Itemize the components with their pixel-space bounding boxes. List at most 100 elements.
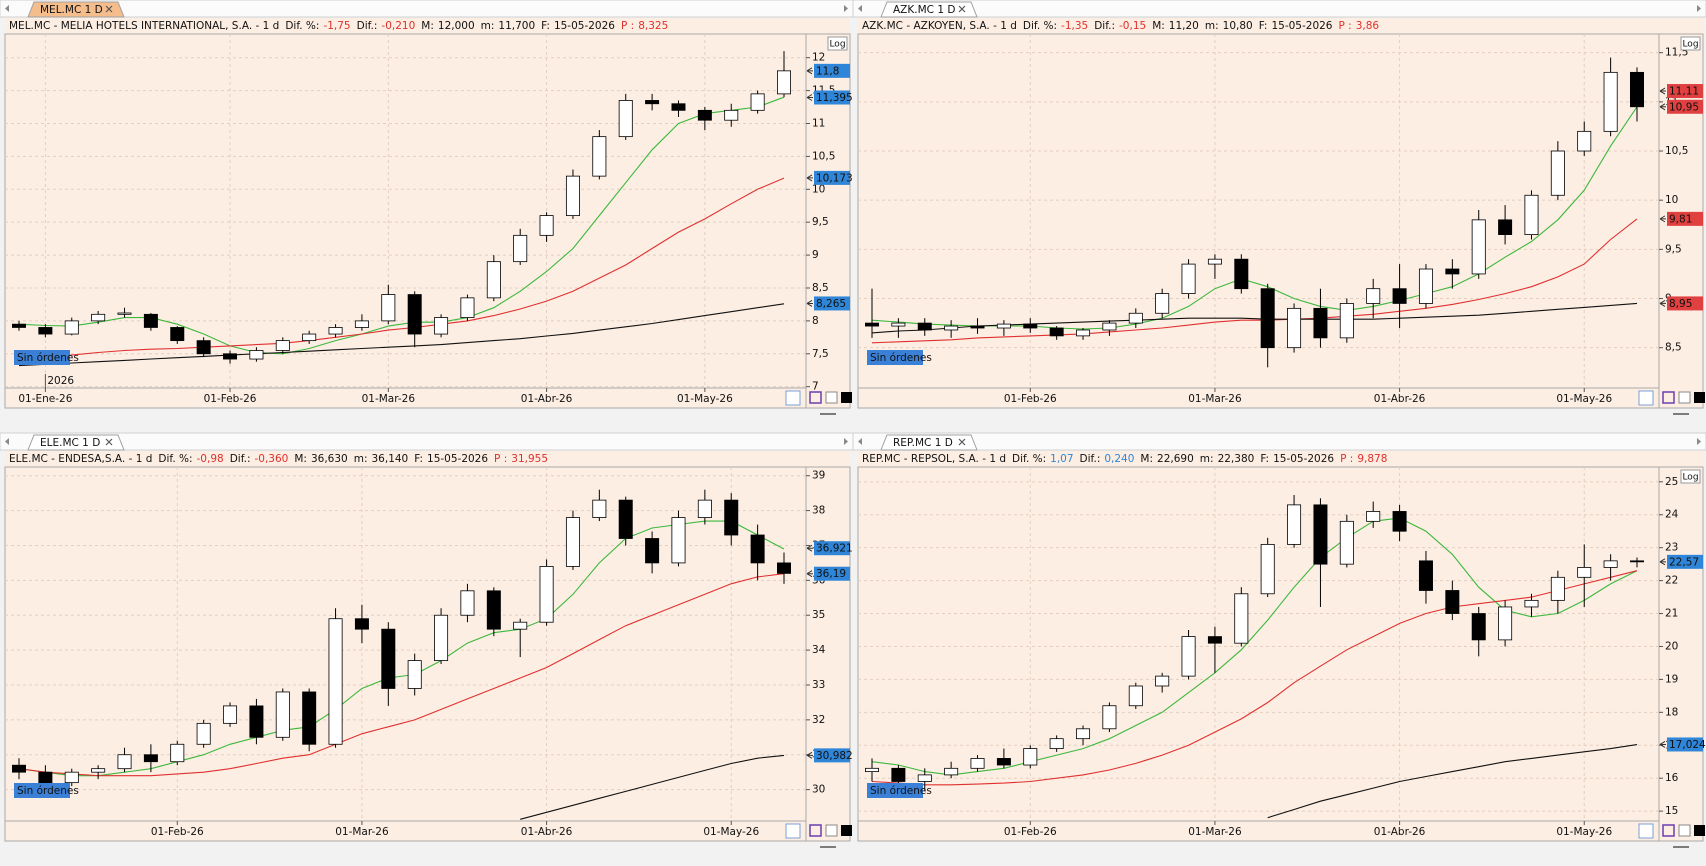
candle-body — [1076, 329, 1091, 337]
field-value: 22,380 — [1218, 453, 1255, 465]
instrument-name: ELE.MC - ENDESA,S.A. - 1 d — [9, 453, 152, 465]
candle-body — [1550, 576, 1565, 601]
orders-badge[interactable] — [867, 350, 923, 365]
tab-scroll-left[interactable] — [5, 5, 9, 12]
field-label: Dif.: — [1080, 453, 1101, 465]
y-tick-label: 32 — [812, 714, 825, 726]
orders-badge-label: Sin órdenes — [870, 352, 932, 364]
moving-average — [1267, 744, 1638, 819]
field-value: 36,630 — [311, 453, 348, 465]
tab-scroll-right[interactable] — [1697, 438, 1701, 445]
candle-body — [865, 767, 879, 773]
candle-body — [1287, 504, 1302, 545]
tab[interactable] — [880, 1, 978, 18]
orders-badge[interactable] — [14, 350, 70, 365]
tool-save[interactable] — [809, 824, 822, 837]
tab-scroll-left[interactable] — [858, 438, 862, 445]
tool-save[interactable] — [1662, 824, 1675, 837]
field-label: m: — [1200, 453, 1214, 465]
tab-close[interactable] — [958, 438, 966, 446]
price-tag-arrow — [1659, 103, 1666, 111]
tab-scroll-left[interactable] — [5, 438, 9, 445]
candle-body — [64, 320, 79, 335]
tab[interactable] — [880, 434, 978, 451]
tool-save[interactable] — [809, 391, 822, 404]
tool-pin[interactable] — [825, 391, 838, 404]
plot-area — [857, 466, 1660, 822]
log-toggle[interactable] — [1680, 469, 1701, 484]
tab-scroll-left[interactable] — [858, 5, 862, 12]
candle-body — [1023, 323, 1038, 329]
candle-body — [1207, 258, 1222, 265]
y-tick-label: 16 — [1665, 772, 1679, 784]
tool-color[interactable] — [841, 825, 852, 836]
price-tag — [814, 748, 850, 763]
tab-close[interactable] — [958, 5, 966, 13]
candle-body — [750, 534, 765, 564]
tool-pin[interactable] — [1678, 824, 1691, 837]
tool-wave[interactable] — [785, 823, 801, 839]
tool-color[interactable] — [1694, 825, 1705, 836]
tool-color[interactable] — [1694, 392, 1705, 403]
candle-body — [618, 499, 633, 539]
tool-wave[interactable] — [1638, 823, 1654, 839]
y-tick-label: 33 — [812, 679, 825, 691]
tab-scroll-right[interactable] — [844, 5, 848, 12]
price-axis — [1658, 466, 1704, 842]
candle-body — [565, 175, 580, 217]
orders-badge[interactable] — [867, 783, 923, 798]
candle-body — [513, 234, 528, 263]
log-toggle[interactable] — [1680, 36, 1701, 51]
plot-area — [4, 33, 807, 389]
y-tick-label: 10,5 — [812, 150, 835, 162]
x-tick-label: 01-May-26 — [677, 393, 733, 405]
candle-body — [697, 499, 712, 518]
candle-body — [917, 322, 932, 331]
candle-body — [1023, 748, 1038, 766]
x-tick-label: 01-Ene-26 — [18, 393, 72, 405]
tab[interactable] — [27, 434, 125, 451]
tool-color[interactable] — [841, 392, 852, 403]
candle-body — [1392, 511, 1407, 532]
tab-close[interactable] — [105, 438, 113, 446]
chart-header: MEL.MC - MELIA HOTELS INTERNATIONAL, S.A… — [9, 20, 668, 32]
candle-body — [1630, 71, 1644, 108]
candle-body — [1287, 307, 1302, 349]
tool-wave[interactable] — [785, 390, 801, 406]
price-axis — [805, 466, 851, 842]
plot-area — [857, 33, 1660, 389]
tool-pin[interactable] — [825, 824, 838, 837]
tab-strip — [852, 432, 1706, 451]
tab-scroll-right[interactable] — [844, 438, 848, 445]
candle-body — [970, 325, 985, 329]
log-toggle[interactable] — [827, 36, 848, 51]
candle-body — [1076, 728, 1091, 740]
tab[interactable] — [27, 1, 125, 18]
header-bar — [858, 451, 1703, 467]
orders-badge[interactable] — [14, 783, 70, 798]
tool-wave[interactable] — [1638, 390, 1654, 406]
tool-pin[interactable] — [1678, 391, 1691, 404]
field-value: 15-05-2026 — [554, 20, 615, 32]
tab-scroll-right[interactable] — [1697, 5, 1701, 12]
y-tick-label: 24 — [1665, 509, 1679, 521]
candle-body — [38, 771, 53, 784]
y-tick-label: 34 — [812, 644, 826, 656]
price-tag-arrow — [1659, 741, 1666, 748]
candle-body — [143, 754, 158, 763]
tool-save[interactable] — [1662, 391, 1675, 404]
orders-badge-label: Sin órdenes — [17, 785, 79, 797]
tab-close[interactable] — [105, 5, 113, 13]
log-label: Log — [1682, 40, 1698, 50]
candle-body — [117, 754, 132, 770]
y-tick-label: 18 — [1665, 706, 1678, 718]
candle-body — [1550, 150, 1565, 196]
y-tick-label: 23 — [1665, 542, 1678, 554]
price-tag-label: 36,921 — [816, 543, 853, 555]
price-tag-arrow — [1659, 215, 1666, 223]
field-label: Dif. %: — [285, 20, 319, 32]
price-tag-label: 8,95 — [1669, 298, 1692, 310]
x-tick-label: 01-Mar-26 — [335, 826, 389, 838]
candle-body — [777, 70, 791, 95]
